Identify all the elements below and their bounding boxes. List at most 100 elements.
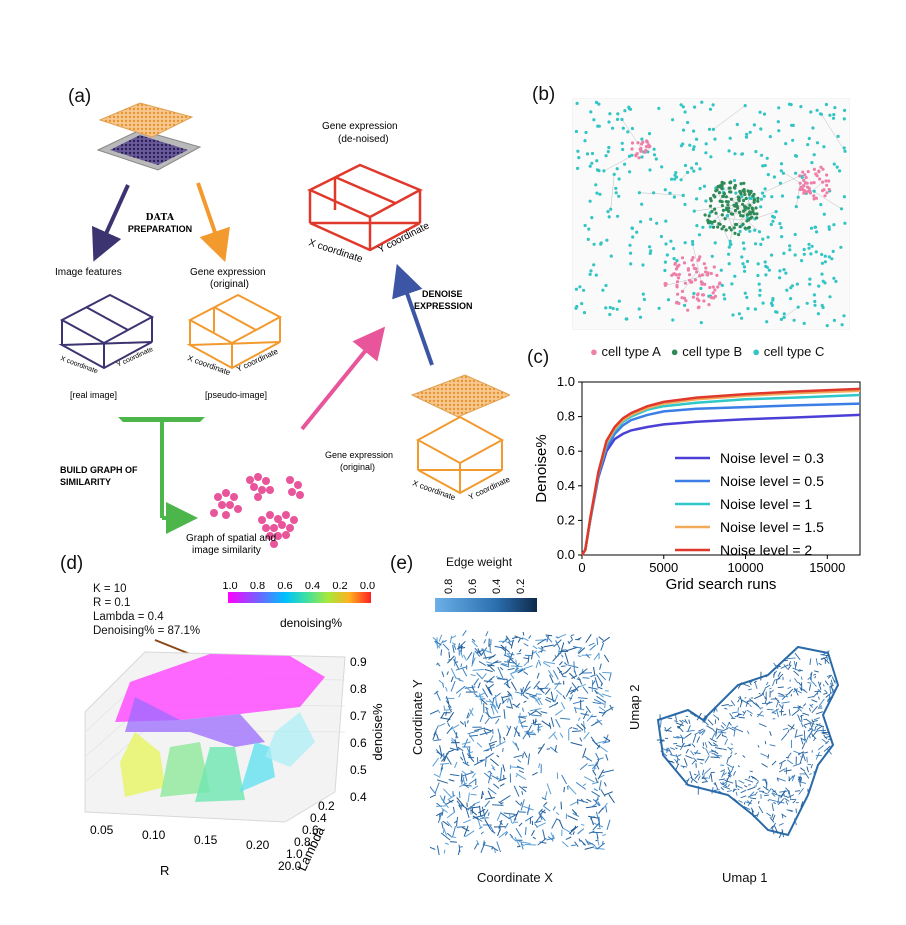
network-edge [586, 714, 594, 722]
umap-edge [773, 825, 779, 834]
graph-node [609, 254, 613, 258]
network-edge [470, 793, 477, 796]
umap-edge [713, 790, 717, 792]
graph-node [589, 269, 593, 273]
umap-edge [823, 745, 831, 752]
umap-edge [786, 752, 792, 759]
graph-node [771, 298, 775, 302]
network-edge [463, 825, 469, 837]
graph-node [723, 217, 727, 221]
network-edge [537, 743, 546, 754]
graph-node [617, 177, 621, 181]
graph-node [753, 307, 757, 311]
network-edge [595, 752, 600, 760]
network-edge [443, 752, 448, 762]
network-edge [527, 804, 531, 816]
graph-node [842, 146, 846, 150]
umap-edge [721, 704, 729, 707]
graph-node [766, 173, 770, 177]
graph-node [616, 112, 620, 116]
network-edge [558, 670, 563, 674]
network-edge [520, 720, 527, 724]
umap-edge [807, 727, 813, 732]
network-edge [561, 649, 567, 651]
network-edge [497, 678, 508, 680]
arrow-denoise [392, 263, 434, 366]
graph-node [771, 219, 775, 223]
network-edge [545, 688, 551, 695]
graph-node [583, 223, 587, 228]
umap-edge [741, 699, 750, 705]
graph-node [722, 181, 726, 185]
graph-node [684, 299, 688, 303]
network-edge [578, 668, 588, 676]
network-edge [485, 749, 490, 752]
graph-node [704, 199, 708, 203]
graph-node [681, 193, 685, 198]
graph-node [704, 151, 708, 155]
umap-edge [808, 727, 815, 731]
network-edge [470, 770, 474, 773]
umap-edge [704, 755, 710, 764]
graph-node [729, 212, 733, 216]
graph-node [790, 284, 794, 288]
graph-node [644, 145, 649, 149]
umap-edge [814, 675, 817, 679]
panel-a-diagram: DATA PREPARATION Image features Gene exp… [55, 102, 510, 556]
network-edge [554, 709, 563, 716]
network-edge [435, 691, 441, 701]
umap-edge [742, 755, 746, 758]
network-edge [447, 705, 452, 713]
network-edge [503, 812, 516, 815]
graph-node [815, 141, 820, 145]
graph-node [647, 132, 652, 136]
umap-edge [789, 679, 791, 682]
umap-edge [688, 743, 691, 747]
network-edge [450, 676, 454, 683]
umap-edge [761, 688, 766, 696]
network-edge [483, 844, 493, 848]
graph-node [774, 310, 778, 314]
network-edge [594, 690, 598, 695]
graph-node [813, 225, 817, 229]
network-edge [582, 747, 587, 759]
umap-edge [676, 736, 685, 739]
network-edge [454, 739, 459, 750]
graph-node [747, 218, 751, 222]
network-edge [514, 691, 525, 695]
graph-node [789, 297, 793, 301]
umap-edge [724, 783, 728, 786]
network-edge [594, 677, 599, 689]
umap-edge [782, 727, 789, 731]
umap-edge [708, 741, 713, 746]
umap-edge [809, 773, 812, 776]
umap-edge [776, 777, 779, 782]
network-edge [523, 686, 531, 694]
umap-edge [787, 729, 790, 734]
umap-edge [756, 710, 763, 718]
network-edge [572, 700, 585, 705]
umap-edge [745, 801, 752, 805]
graph-node [770, 195, 774, 199]
umap-edge [730, 743, 733, 746]
graph-node [713, 241, 717, 245]
network-edge [535, 822, 546, 828]
umap-edge [791, 709, 800, 717]
umap-edge [799, 777, 802, 783]
graph-node [696, 258, 700, 262]
graph-node [769, 253, 774, 257]
network-edge [525, 815, 534, 822]
graph-node [576, 149, 580, 153]
umap-edge [709, 738, 717, 743]
network-edge [562, 827, 570, 833]
graph-node [592, 263, 596, 267]
graph-node [812, 197, 816, 201]
graph-node [727, 149, 731, 153]
network-edge [499, 666, 504, 671]
graph-node [683, 281, 687, 285]
umap-edge [720, 787, 725, 791]
umap-edge [803, 724, 807, 729]
graph-node [713, 207, 717, 211]
graph-node [719, 268, 723, 272]
graph-node [737, 312, 741, 316]
